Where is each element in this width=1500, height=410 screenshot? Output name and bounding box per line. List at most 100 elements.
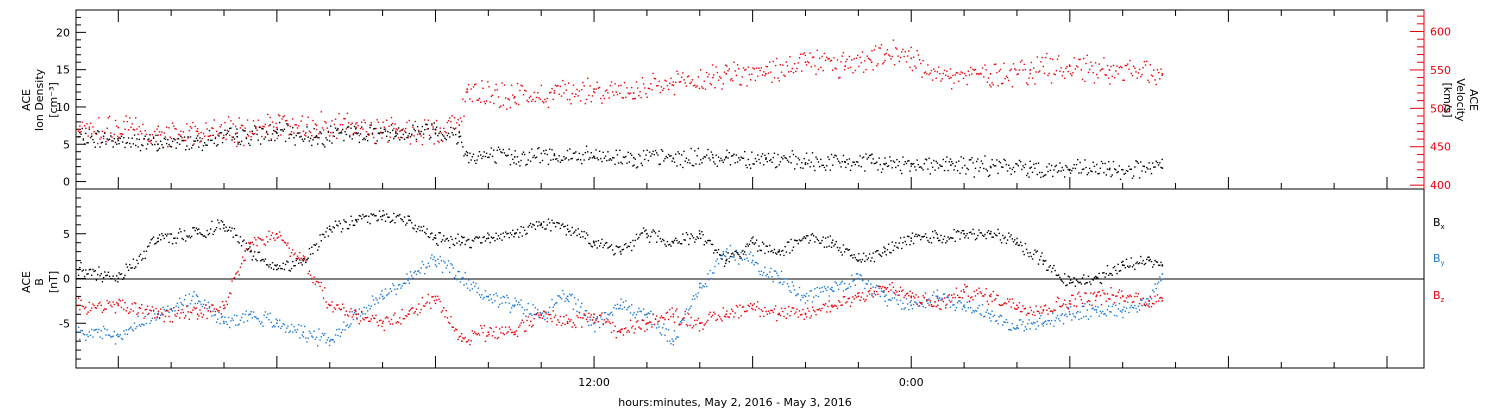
density-point (219, 132, 221, 134)
bx-point (271, 261, 274, 264)
velocity-point (181, 137, 183, 139)
density-point (981, 162, 984, 165)
bx-point (754, 242, 757, 244)
bx-point (877, 249, 879, 252)
velocity-point (757, 75, 759, 77)
bz-point (713, 311, 715, 313)
density-point (865, 153, 867, 155)
density-point (1131, 177, 1134, 179)
velocity-point (828, 57, 830, 60)
bz-point (331, 301, 333, 303)
bx-point (116, 275, 118, 277)
bx-point (717, 248, 720, 251)
velocity-point (527, 101, 529, 103)
bz-point (1113, 301, 1116, 304)
bz-point (596, 317, 598, 320)
bx-point (589, 243, 591, 245)
velocity-point (760, 67, 763, 69)
velocity-point (242, 124, 244, 127)
bx-point (355, 218, 357, 221)
density-point (905, 162, 908, 165)
bx-point (199, 232, 201, 234)
velocity-point (688, 75, 690, 77)
bx-point (671, 240, 673, 243)
density-point (852, 161, 854, 163)
density-point (552, 158, 554, 161)
density-point (425, 123, 427, 125)
bz-point (308, 270, 311, 272)
bx-point (616, 246, 619, 248)
by-point (696, 296, 698, 298)
velocity-point (609, 84, 612, 87)
by-point (1160, 279, 1162, 282)
density-point (528, 151, 531, 154)
velocity-point (1142, 66, 1144, 69)
density-point (482, 155, 484, 158)
bx-point (947, 236, 949, 238)
bx-point (85, 269, 87, 271)
by-point (1027, 322, 1029, 325)
by-point (615, 308, 617, 310)
bz-point (273, 237, 275, 239)
bx-point (204, 235, 206, 237)
by-point (1005, 318, 1008, 321)
bx-point (678, 241, 680, 243)
bz-point (578, 311, 581, 314)
bx-point (623, 243, 626, 246)
velocity-point (884, 59, 886, 62)
density-point (453, 128, 456, 130)
density-point (688, 159, 690, 161)
by-point (202, 303, 205, 306)
bz-point (628, 331, 631, 333)
density-point (634, 158, 636, 160)
bx-point (443, 235, 445, 237)
density-point (292, 127, 294, 129)
velocity-point (852, 71, 854, 74)
by-point (648, 312, 651, 315)
bx-point (341, 228, 344, 230)
bz-point (98, 302, 100, 305)
by-point (514, 297, 516, 299)
velocity-point (954, 74, 956, 76)
density-point (1043, 174, 1046, 177)
velocity-point (763, 71, 765, 73)
bz-point (207, 310, 209, 312)
bx-point (498, 237, 501, 240)
velocity-point (615, 91, 617, 93)
bx-point (773, 248, 776, 251)
velocity-point (953, 82, 955, 84)
velocity-point (340, 130, 343, 132)
bx-point (380, 216, 382, 218)
velocity-point (890, 58, 892, 60)
bx-point (864, 260, 866, 263)
bx-point (821, 239, 823, 242)
velocity-point (1029, 72, 1031, 75)
velocity-point (507, 98, 509, 100)
density-point (472, 153, 475, 155)
bx-point (725, 259, 728, 262)
by-point (1028, 319, 1030, 321)
velocity-point (143, 138, 145, 141)
by-point (117, 333, 119, 335)
bx-point (110, 277, 112, 280)
by-point (1019, 319, 1022, 321)
bz-point (453, 330, 456, 332)
bx-point (745, 245, 747, 248)
bz-point (83, 307, 86, 310)
bz-point (1040, 306, 1042, 308)
by-point (981, 304, 984, 306)
velocity-point (113, 133, 116, 136)
bx-point (575, 229, 577, 231)
bz-point (929, 299, 931, 302)
by-point (204, 299, 206, 301)
by-point (413, 272, 415, 274)
by-point (466, 287, 469, 289)
bx-point (836, 246, 839, 249)
bx-point (512, 229, 514, 232)
by-point (645, 313, 647, 316)
bz-point (444, 316, 446, 318)
density-point (170, 146, 173, 148)
by-point (547, 311, 550, 313)
bx-point (381, 218, 383, 221)
bx-point (315, 243, 318, 245)
